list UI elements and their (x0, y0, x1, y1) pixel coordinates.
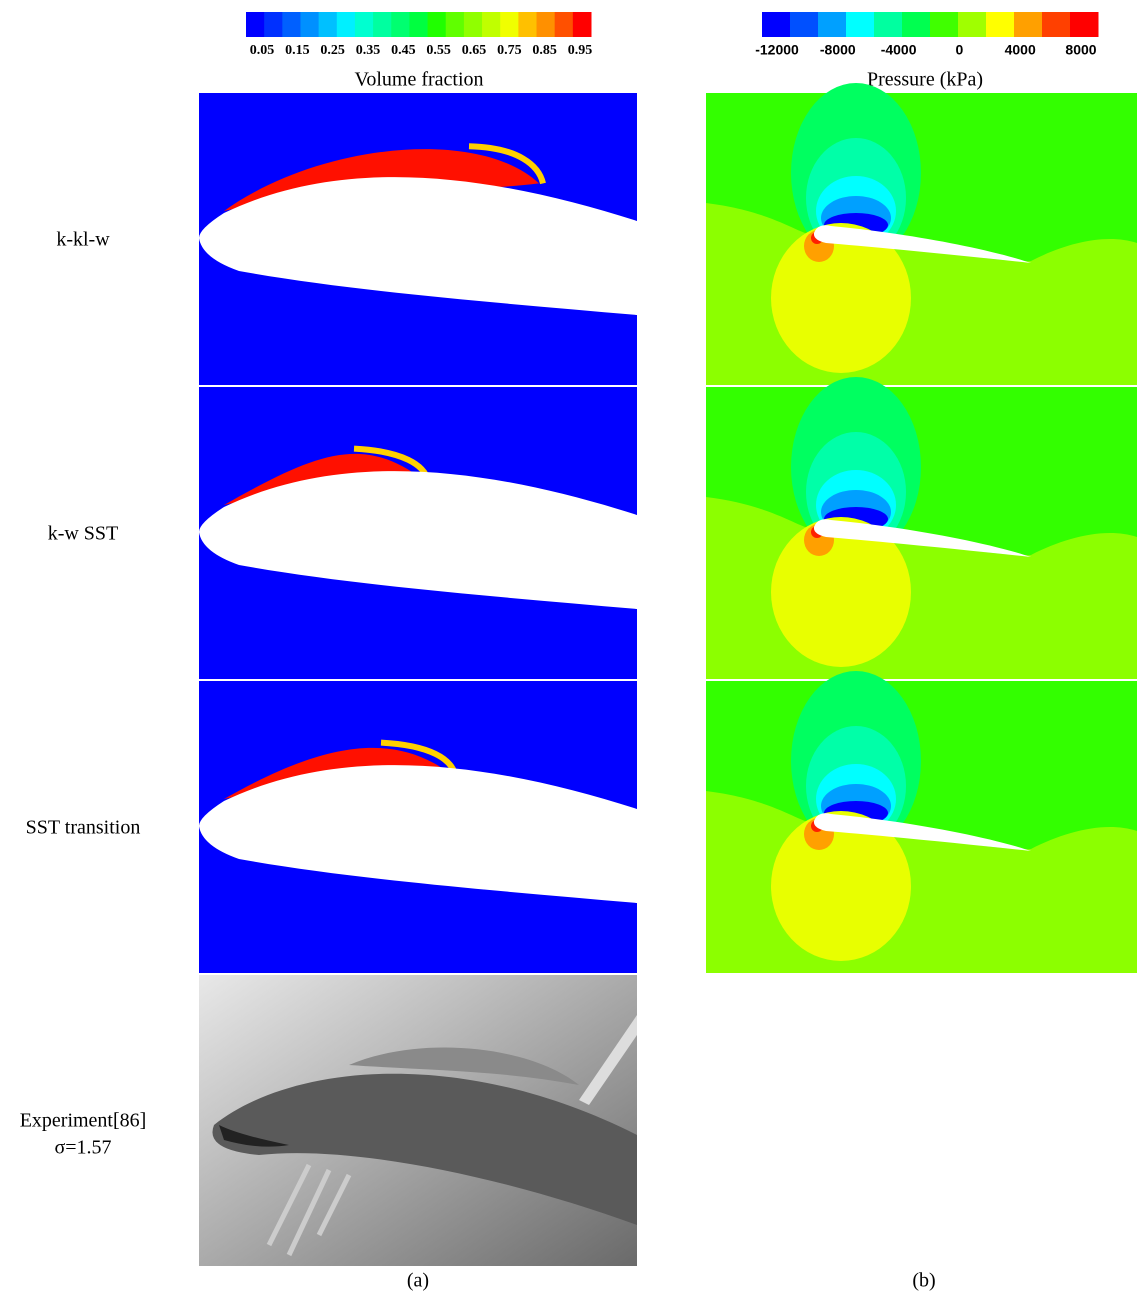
colorbar-swatch (1042, 12, 1071, 37)
colorbar-swatch (446, 12, 465, 37)
colorbar-swatch (391, 12, 410, 37)
colorbar-tick-label: -4000 (881, 42, 917, 58)
colorbar-swatch (573, 12, 592, 37)
colorbar-tick-label: 0.15 (285, 43, 310, 58)
colorbar-swatch (930, 12, 959, 37)
experiment-photo (199, 975, 637, 1266)
colorbar-swatch (300, 12, 319, 37)
colorbar-swatch (902, 12, 931, 37)
colorbar-swatch (1014, 12, 1043, 37)
colorbar-tick-label: 0.25 (320, 43, 345, 58)
colorbar-swatch (537, 12, 556, 37)
pressure-panel (706, 377, 1137, 679)
colorbar-swatch (762, 12, 791, 37)
colorbar-swatch (464, 12, 483, 37)
colorbar-tick-label: 0.05 (250, 43, 275, 58)
colorbar-swatch (846, 12, 875, 37)
colorbar-swatch (373, 12, 392, 37)
colorbar-swatch (246, 12, 265, 37)
colorbar-tick-label: 0.75 (497, 43, 522, 58)
row-label: Experiment[86] (20, 1110, 147, 1132)
colorbar-tick-label: -12000 (755, 42, 799, 58)
pressure-panel (706, 671, 1137, 973)
colorbar-swatch (874, 12, 903, 37)
colorbar-swatch (790, 12, 819, 37)
colorbar-tick-label: -8000 (820, 42, 856, 58)
volume-fraction-panel (199, 681, 637, 973)
colorbar-tick-label: 0.35 (356, 43, 381, 58)
figure: Volume fraction Pressure (kPa) k-kl-w k-… (0, 0, 1137, 1297)
colorbar-swatch (355, 12, 374, 37)
colorbar-swatch (282, 12, 301, 37)
pressure-panel (706, 83, 1137, 385)
panel-label: (b) (912, 1270, 935, 1292)
colorbar-swatch (555, 12, 574, 37)
colorbar-swatch (500, 12, 519, 37)
colorbar-swatch (337, 12, 356, 37)
colorbar-swatch (1070, 12, 1099, 37)
row-label: SST transition (26, 817, 141, 839)
colorbar-swatch (264, 12, 283, 37)
volume-fraction-panel (199, 93, 637, 385)
row-label: k-kl-w (56, 229, 110, 251)
panel-label: (a) (407, 1270, 429, 1292)
row-sublabel: σ=1.57 (54, 1137, 111, 1159)
row-label: k-w SST (48, 523, 119, 545)
colorbar-tick-label: 0.45 (391, 43, 416, 58)
colorbar-swatch (958, 12, 987, 37)
colorbar-swatch (818, 12, 847, 37)
colorbar-tick-label: 8000 (1065, 42, 1096, 58)
colorbar-tick-label: 0.95 (568, 43, 593, 58)
volume-fraction-panel (199, 387, 637, 679)
colorbar-title: Volume fraction (354, 69, 483, 91)
colorbar-tick-label: 4000 (1005, 42, 1036, 58)
colorbar-tick-label: 0.85 (532, 43, 557, 58)
colorbar-tick-label: 0.55 (426, 43, 451, 58)
colorbar-tick-label: 0.65 (462, 43, 487, 58)
colorbar-swatch (409, 12, 428, 37)
colorbar-swatch (986, 12, 1015, 37)
colorbar-swatch (319, 12, 338, 37)
colorbar-title: Pressure (kPa) (867, 69, 983, 91)
colorbar-swatch (482, 12, 501, 37)
colorbar-swatch (428, 12, 447, 37)
colorbar-tick-label: 0 (956, 42, 964, 58)
colorbar-swatch (518, 12, 537, 37)
